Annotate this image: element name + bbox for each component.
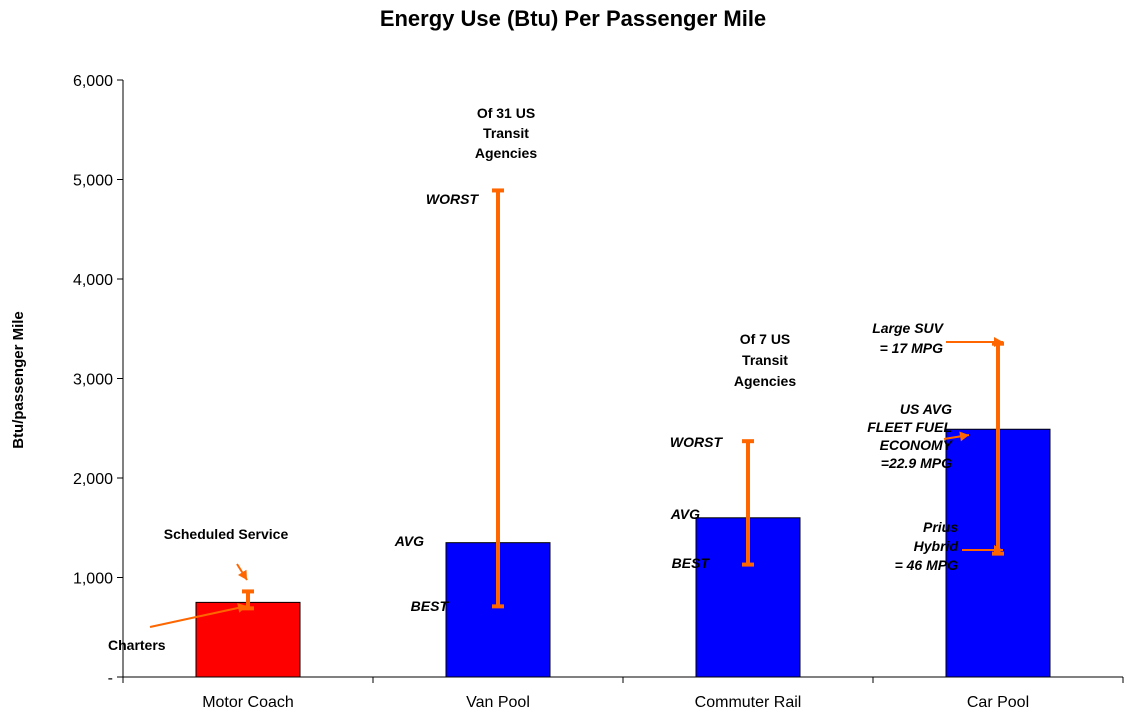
annotation-text: Agencies <box>734 373 796 389</box>
annotation-text: ECONOMY <box>880 437 954 453</box>
annotation-arrow-head <box>994 337 1003 347</box>
bar <box>195 601 301 678</box>
annotation-arrow-head <box>237 569 247 580</box>
annotation-arrow-line <box>149 605 248 628</box>
annotation-text: WORST <box>426 191 480 207</box>
annotation-text: = 46 MPG <box>895 557 959 573</box>
y-tick-label: 3,000 <box>73 372 113 389</box>
y-tick-label: - <box>108 670 113 687</box>
annotation-text: AVG <box>670 506 700 522</box>
annotation-text: WORST <box>670 434 724 450</box>
annotation-text: BEST <box>411 598 450 614</box>
annotation-text: = 17 MPG <box>880 340 944 356</box>
chart-title: Energy Use (Btu) Per Passenger Mile <box>380 6 766 31</box>
y-tick-label: 1,000 <box>73 571 113 588</box>
annotation-text: Large SUV <box>872 320 944 336</box>
annotation-text: Of 7 US <box>740 331 791 347</box>
annotation-text: Hybrid <box>914 538 959 554</box>
y-axis-label: Btu/passenger Mile <box>10 311 27 449</box>
annotation-text: BEST <box>672 555 711 571</box>
annotation-text: Scheduled Service <box>164 526 289 542</box>
y-tick-label: 2,000 <box>73 471 113 488</box>
y-tick-label: 4,000 <box>73 272 113 289</box>
annotation-text: AVG <box>394 533 424 549</box>
annotation-text: Of 31 US <box>477 105 535 121</box>
annotation-text: FLEET FUEL <box>867 419 952 435</box>
annotation-text: Prius <box>923 519 958 535</box>
annotation-arrow-head <box>959 431 969 442</box>
plot-area: - 1,000 2,000 3,000 4,000 5,000 6,000 Motor Coa… <box>73 73 1124 711</box>
annotation-text: Agencies <box>475 145 537 161</box>
x-tick-label: Van Pool <box>466 694 530 711</box>
x-tick-label: Motor Coach <box>202 694 294 711</box>
x-tick-label: Car Pool <box>967 694 1029 711</box>
annotation-text: =22.9 MPG <box>881 455 952 471</box>
y-tick-label: 6,000 <box>73 73 113 90</box>
annotation-text: Transit <box>483 125 529 141</box>
annotation-arrow-head <box>237 603 247 613</box>
annotation-arrow-head <box>994 545 1003 555</box>
annotation-text: US AVG <box>900 401 952 417</box>
y-tick-label: 5,000 <box>73 173 113 190</box>
annotation-text: Charters <box>108 637 166 653</box>
annotation-text: Transit <box>742 352 788 368</box>
x-tick-label: Commuter Rail <box>695 694 802 711</box>
